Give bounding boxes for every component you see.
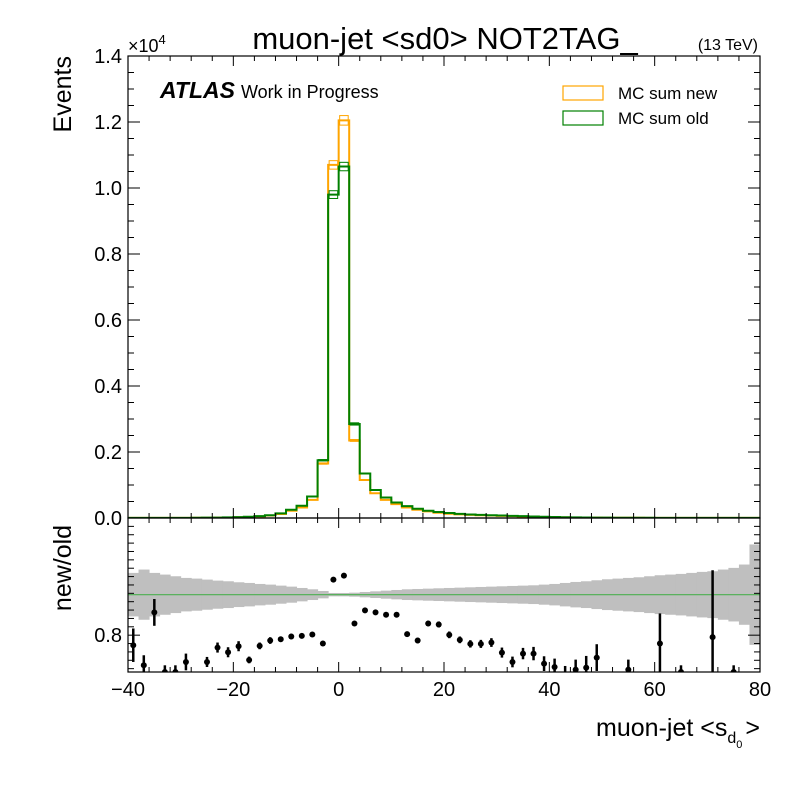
ratio-point <box>678 669 684 672</box>
ratio-point <box>498 649 505 656</box>
ratio-point <box>477 640 484 647</box>
ratio-point <box>393 611 400 618</box>
ratio-point <box>330 576 337 583</box>
main-y-axis-label: Events <box>49 56 77 132</box>
main-ticks: 0.0 0.2 0.4 0.6 0.8 1.0 1.2 1.4 <box>94 46 761 530</box>
ratio-point <box>140 662 147 669</box>
ratio-point <box>520 650 526 657</box>
ratio-y-axis-label: new/old <box>49 525 77 611</box>
series-0-err-box-20 <box>339 115 349 126</box>
x-axis-label: muon-jet <sd0> <box>596 714 760 751</box>
ratio-point <box>456 636 463 643</box>
ratio-point <box>277 636 284 643</box>
x-tick-label: 60 <box>644 679 666 701</box>
ratio-point <box>182 658 189 665</box>
ratio-point <box>256 642 263 649</box>
series-0-err-box-19 <box>328 160 339 170</box>
x-axis-label-sub: d <box>727 730 736 747</box>
ratio-point <box>267 637 274 644</box>
x-axis-label-end: > <box>745 714 760 742</box>
ratio-point <box>509 658 516 665</box>
ratio-ticks: −40 −20 0 20 40 60 80 0.8 <box>94 517 771 701</box>
energy-label: (13 TeV) <box>698 37 758 54</box>
x-tick-label: 20 <box>433 679 455 701</box>
ratio-point <box>214 644 221 651</box>
ratio-point <box>562 672 568 678</box>
ratio-point <box>446 631 453 638</box>
ratio-point <box>161 669 168 672</box>
y-multiplier: ×104 <box>128 32 166 56</box>
ratio-point <box>593 654 600 661</box>
main-y-tick-label: 0.4 <box>94 376 122 398</box>
ratio-point <box>435 621 442 628</box>
legend-swatch-old <box>562 110 604 126</box>
series-line-0 <box>128 119 760 518</box>
ratio-point <box>246 656 253 663</box>
x-tick-label: −20 <box>216 679 250 701</box>
ratio-y-tick-label: 0.8 <box>94 625 122 647</box>
ratio-point <box>235 643 242 650</box>
ratio-point <box>288 633 295 640</box>
ratio-point <box>625 666 632 672</box>
ratio-points <box>130 570 737 678</box>
main-histograms <box>128 115 760 518</box>
legend-label-new: MC sum new <box>618 84 718 103</box>
x-tick-label: −40 <box>111 679 145 701</box>
series-line-1 <box>128 165 760 518</box>
ratio-point <box>351 620 358 627</box>
ratio-point <box>656 640 663 647</box>
series-1-err-box-19 <box>328 190 339 199</box>
ratio-point <box>309 631 316 638</box>
atlas-sublabel: Work in Progress <box>241 82 379 102</box>
x-tick-label: 80 <box>749 679 771 701</box>
atlas-label-bold: ATLAS <box>159 77 236 103</box>
main-y-tick-label: 0.6 <box>94 310 122 332</box>
main-y-tick-label: 0.2 <box>94 442 122 464</box>
ratio-point <box>383 611 390 618</box>
ratio-point <box>551 663 558 670</box>
main-y-tick-label: 1.2 <box>94 112 122 134</box>
x-tick-label: 40 <box>538 679 560 701</box>
ratio-point <box>340 572 347 579</box>
chart-title: muon-jet <sd0> NOT2TAG_ <box>252 21 638 56</box>
series-1-err-box-21 <box>349 422 360 426</box>
ratio-point <box>541 660 548 667</box>
ratio-point <box>530 650 537 657</box>
x-axis-label-subsub: 0 <box>736 739 742 751</box>
series-1-err-box-18 <box>318 459 328 462</box>
ratio-point <box>583 664 590 671</box>
ratio-point <box>425 620 432 627</box>
ratio-point <box>151 609 158 616</box>
ratio-point <box>730 669 737 672</box>
series-1-err-box-20 <box>339 161 349 172</box>
ratio-point <box>298 632 305 639</box>
y-multiplier-exponent: 4 <box>159 32 166 47</box>
main-y-tick-label: 0.0 <box>94 508 122 530</box>
ratio-point <box>372 609 379 616</box>
ratio-point <box>319 640 326 647</box>
main-y-tick-label: 1.4 <box>94 46 122 68</box>
main-y-tick-label: 0.8 <box>94 244 122 266</box>
ratio-point <box>572 666 579 672</box>
x-axis-label-main: muon-jet <s <box>596 714 727 742</box>
legend: MC sum new MC sum old <box>562 84 718 128</box>
y-multiplier-base: ×10 <box>128 36 159 56</box>
ratio-point <box>488 639 495 646</box>
legend-label-old: MC sum old <box>618 109 709 128</box>
ratio-point <box>172 669 179 672</box>
ratio-point <box>467 640 474 647</box>
ratio-point <box>709 634 716 641</box>
ratio-point <box>225 649 232 656</box>
ratio-point <box>414 637 421 644</box>
ratio-point <box>204 658 210 665</box>
legend-swatch-new <box>562 85 604 101</box>
atlas-label: ATLAS Work in Progress <box>159 77 379 103</box>
main-y-tick-label: 1.0 <box>94 178 122 200</box>
ratio-point <box>362 607 368 614</box>
x-tick-label: 0 <box>333 679 344 701</box>
ratio-point <box>404 631 411 638</box>
